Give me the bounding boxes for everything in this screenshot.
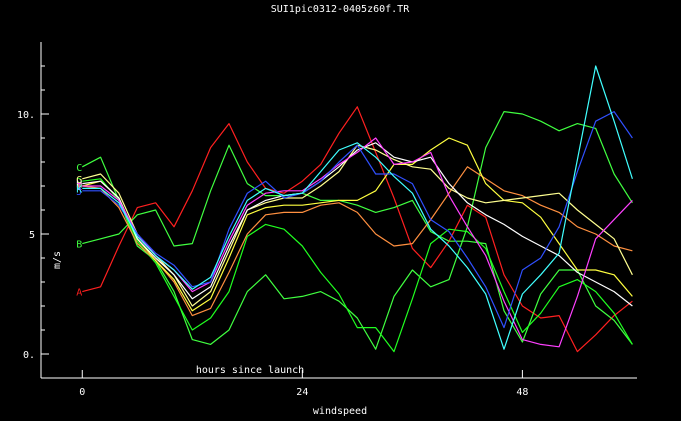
x-tick-label: 24 — [296, 387, 308, 398]
series-label-i: I — [76, 182, 82, 193]
series-label-h: H — [76, 180, 82, 191]
y-tick-label: 10. — [17, 110, 35, 121]
series-label-d: D — [76, 177, 82, 188]
chart-title: SUI1pic0312-0405z60f.TR — [271, 4, 410, 15]
series-line-k — [82, 65, 633, 350]
annotation-hours-since-launch: hours since launch — [196, 365, 304, 376]
series-label-e: E — [76, 182, 82, 193]
series-line-c — [82, 110, 633, 350]
series-label-f: F — [76, 182, 82, 193]
y-tick-label: 5 — [29, 230, 35, 241]
series-label-b: B — [76, 240, 82, 251]
series-line-a — [82, 106, 633, 353]
series-line-j — [82, 110, 633, 329]
series-line-e — [82, 166, 633, 317]
series-line-h — [82, 142, 633, 307]
series-label-a: A — [76, 288, 82, 299]
y-tick-label: 0. — [23, 350, 35, 361]
series-line-b — [82, 144, 633, 345]
x-tick-label: 48 — [516, 387, 528, 398]
series-line-d — [82, 178, 633, 353]
series-label-k: K — [76, 184, 82, 195]
x-tick-label: 0 — [79, 387, 85, 398]
series-lines — [82, 65, 633, 353]
series-label-c: C — [76, 163, 82, 174]
series-label-j: J — [76, 187, 82, 198]
series-label-g: G — [76, 175, 82, 186]
x-ticks: 0 24 48 — [79, 370, 528, 398]
y-axis-label: m/s — [52, 251, 63, 269]
series-line-f — [82, 137, 633, 312]
x-axis-label: windspeed — [313, 406, 367, 417]
y-ticks: 0. 5 10. — [17, 65, 49, 361]
